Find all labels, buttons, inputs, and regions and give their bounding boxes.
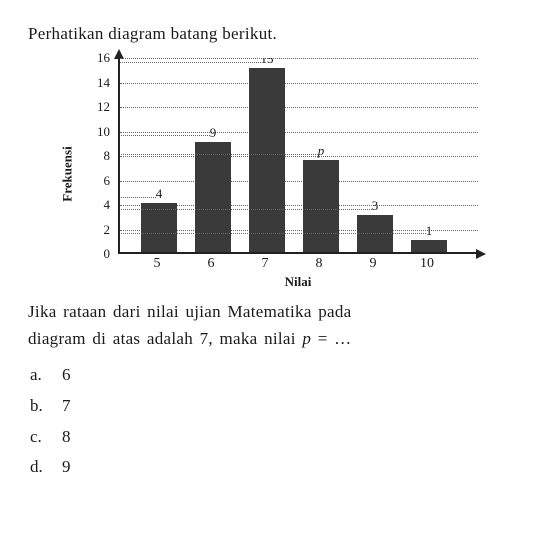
x-tick: 9 bbox=[346, 256, 400, 272]
y-tick: 10 bbox=[97, 124, 110, 140]
option-letter: c. bbox=[30, 422, 48, 453]
answer-option[interactable]: b. 7 bbox=[28, 391, 513, 422]
problem-title: Perhatikan diagram batang berikut. bbox=[28, 24, 513, 44]
bar-value-label: 15 bbox=[261, 58, 274, 68]
x-axis-ticks: 5678910 bbox=[118, 256, 478, 272]
bar-slot: 15 bbox=[240, 68, 294, 252]
answer-options: a. 6 b. 7 c. 8 d. 9 bbox=[28, 360, 513, 482]
bar-slot: 9 bbox=[186, 142, 240, 252]
y-tick: 16 bbox=[97, 50, 110, 66]
bar-slot: p bbox=[294, 160, 348, 252]
option-text: 7 bbox=[62, 391, 71, 422]
bar-rect bbox=[195, 142, 231, 252]
answer-option[interactable]: c. 8 bbox=[28, 422, 513, 453]
question-text: Jika rataan dari nilai ujian Matematika … bbox=[28, 298, 513, 352]
plot-area: 4915p31 bbox=[118, 58, 478, 254]
bar-slot: 4 bbox=[132, 203, 186, 252]
y-axis-ticks: 0246810121416 bbox=[84, 58, 116, 254]
question-line2b: = … bbox=[311, 329, 351, 348]
bar-rect bbox=[303, 160, 339, 252]
y-tick: 12 bbox=[97, 99, 110, 115]
bar-rect bbox=[411, 240, 447, 252]
x-tick: 6 bbox=[184, 256, 238, 272]
y-axis-label: Frekuensi bbox=[60, 146, 76, 201]
bar-rect bbox=[249, 68, 285, 252]
bar-value-label: 3 bbox=[372, 198, 379, 215]
answer-option[interactable]: d. 9 bbox=[28, 452, 513, 483]
bar-rect bbox=[141, 203, 177, 252]
bar-value-label: 1 bbox=[426, 223, 433, 240]
x-tick: 7 bbox=[238, 256, 292, 272]
y-tick: 0 bbox=[104, 246, 111, 262]
option-letter: b. bbox=[30, 391, 48, 422]
option-letter: d. bbox=[30, 452, 48, 483]
bar-value-label: p bbox=[318, 143, 325, 160]
y-tick: 2 bbox=[104, 222, 111, 238]
question-line1: Jika rataan dari nilai ujian Matematika … bbox=[28, 302, 352, 321]
option-text: 8 bbox=[62, 422, 71, 453]
option-letter: a. bbox=[30, 360, 48, 391]
bar-chart: Frekuensi 0246810121416 4915p31 5678910 … bbox=[50, 58, 490, 290]
question-variable: p bbox=[302, 329, 311, 348]
y-tick: 14 bbox=[97, 75, 110, 91]
x-tick: 5 bbox=[130, 256, 184, 272]
bar-value-label: 4 bbox=[156, 186, 163, 203]
y-tick: 6 bbox=[104, 173, 111, 189]
x-axis-label: Nilai bbox=[118, 274, 478, 290]
bars-container: 4915p31 bbox=[120, 58, 478, 252]
option-text: 9 bbox=[62, 452, 71, 483]
y-tick: 8 bbox=[104, 148, 111, 164]
bar-value-label: 9 bbox=[210, 125, 217, 142]
x-tick: 8 bbox=[292, 256, 346, 272]
x-tick: 10 bbox=[400, 256, 454, 272]
answer-option[interactable]: a. 6 bbox=[28, 360, 513, 391]
question-line2a: diagram di atas adalah 7, maka nilai bbox=[28, 329, 302, 348]
option-text: 6 bbox=[62, 360, 71, 391]
bar-slot: 1 bbox=[402, 240, 456, 252]
y-tick: 4 bbox=[104, 197, 111, 213]
